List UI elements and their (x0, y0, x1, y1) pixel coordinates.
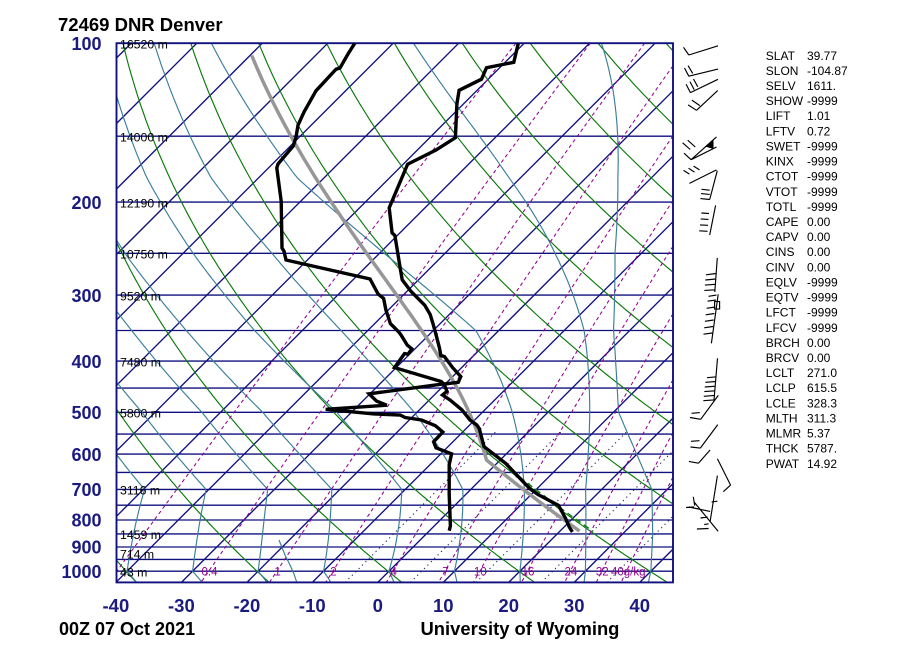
svg-text:5.37: 5.37 (807, 427, 831, 441)
svg-text:328.3: 328.3 (807, 396, 837, 410)
svg-text:KINX: KINX (766, 155, 794, 169)
svg-text:LCLT: LCLT (766, 366, 795, 380)
svg-text:20: 20 (498, 595, 519, 616)
svg-text:LIFT: LIFT (766, 109, 791, 123)
svg-text:72469 DNR Denver: 72469 DNR Denver (58, 14, 223, 35)
svg-text:-40: -40 (103, 595, 130, 616)
svg-text:0: 0 (373, 595, 383, 616)
svg-text:615.5: 615.5 (807, 381, 837, 395)
svg-text:1459 m: 1459 m (120, 528, 161, 542)
svg-text:16: 16 (522, 567, 535, 579)
svg-text:0.00: 0.00 (807, 336, 831, 350)
svg-text:12190 m: 12190 m (120, 196, 168, 210)
svg-text:43 m: 43 m (120, 566, 147, 580)
svg-text:SELV: SELV (766, 79, 796, 93)
svg-text:7: 7 (442, 567, 448, 579)
svg-text:VTOT: VTOT (766, 185, 798, 199)
svg-text:-9999: -9999 (807, 170, 838, 184)
svg-text:1000: 1000 (61, 562, 101, 582)
svg-text:0.4: 0.4 (202, 567, 219, 579)
svg-text:30: 30 (564, 595, 585, 616)
svg-text:3116 m: 3116 m (120, 484, 160, 498)
svg-text:THCK: THCK (766, 442, 799, 456)
svg-text:SLAT: SLAT (766, 49, 796, 63)
svg-text:00Z 07 Oct 2021: 00Z 07 Oct 2021 (59, 619, 195, 639)
svg-text:LCLP: LCLP (766, 381, 796, 395)
svg-text:5787.: 5787. (807, 442, 837, 456)
svg-text:-10: -10 (299, 595, 326, 616)
svg-text:714 m: 714 m (120, 548, 154, 562)
svg-text:-30: -30 (168, 595, 195, 616)
svg-text:311.3: 311.3 (807, 411, 836, 425)
svg-text:-9999: -9999 (807, 321, 838, 335)
svg-text:0.00: 0.00 (807, 351, 831, 365)
svg-text:7480 m: 7480 m (120, 355, 161, 369)
svg-text:0.00: 0.00 (807, 230, 831, 244)
svg-text:CINS: CINS (766, 245, 795, 259)
svg-text:MLTH: MLTH (766, 411, 798, 425)
svg-text:SLON: SLON (766, 64, 799, 78)
svg-text:40: 40 (629, 595, 650, 616)
svg-text:300: 300 (71, 286, 101, 306)
svg-text:100: 100 (71, 34, 101, 54)
svg-text:MLMR: MLMR (766, 427, 802, 441)
svg-text:EQLV: EQLV (766, 276, 797, 290)
svg-text:700: 700 (71, 480, 101, 500)
svg-text:-9999: -9999 (807, 306, 838, 320)
svg-text:10750 m: 10750 m (120, 248, 168, 262)
svg-text:EQTV: EQTV (766, 291, 799, 305)
svg-text:TOTL: TOTL (766, 200, 797, 214)
svg-text:0.72: 0.72 (807, 124, 831, 138)
svg-text:5800 m: 5800 m (120, 407, 161, 421)
svg-text:1611.: 1611. (807, 79, 836, 93)
svg-text:-9999: -9999 (807, 276, 838, 290)
svg-text:1.01: 1.01 (807, 109, 831, 123)
svg-text:40g/kg: 40g/kg (611, 567, 646, 579)
svg-text:-9999: -9999 (807, 155, 838, 169)
svg-text:1: 1 (274, 567, 280, 579)
svg-text:9520 m: 9520 m (120, 289, 161, 303)
svg-text:LFTV: LFTV (766, 124, 795, 138)
svg-text:0.00: 0.00 (807, 215, 831, 229)
svg-text:CAPV: CAPV (766, 230, 799, 244)
svg-text:CTOT: CTOT (766, 170, 799, 184)
svg-text:-9999: -9999 (807, 94, 838, 108)
svg-text:14.92: 14.92 (807, 457, 837, 471)
svg-text:4: 4 (390, 567, 397, 579)
svg-text:271.0: 271.0 (807, 366, 837, 380)
svg-text:2: 2 (330, 567, 336, 579)
svg-text:BRCV: BRCV (766, 351, 799, 365)
svg-text:-9999: -9999 (807, 140, 838, 154)
svg-text:-20: -20 (234, 595, 261, 616)
svg-text:10: 10 (474, 567, 487, 579)
svg-text:-9999: -9999 (807, 200, 838, 214)
svg-text:0.00: 0.00 (807, 260, 831, 274)
svg-text:SHOW: SHOW (766, 94, 804, 108)
svg-text:LFCT: LFCT (766, 306, 797, 320)
svg-text:-9999: -9999 (807, 291, 838, 305)
svg-text:-9999: -9999 (807, 185, 838, 199)
svg-text:University of Wyoming: University of Wyoming (421, 618, 620, 639)
svg-text:800: 800 (71, 511, 101, 531)
svg-text:-104.87: -104.87 (807, 64, 848, 78)
svg-text:0.00: 0.00 (807, 245, 831, 259)
svg-text:24: 24 (565, 567, 578, 579)
svg-text:500: 500 (71, 403, 101, 423)
svg-text:10: 10 (433, 595, 454, 616)
svg-text:LCLE: LCLE (766, 396, 796, 410)
svg-text:32: 32 (596, 567, 609, 579)
svg-text:900: 900 (71, 538, 101, 558)
svg-text:PWAT: PWAT (766, 457, 800, 471)
svg-text:200: 200 (71, 193, 101, 213)
svg-text:CINV: CINV (766, 260, 795, 274)
svg-text:LFCV: LFCV (766, 321, 797, 335)
svg-text:16520 m: 16520 m (120, 38, 168, 52)
svg-text:14000 m: 14000 m (120, 131, 168, 145)
svg-text:600: 600 (71, 445, 101, 465)
svg-text:SWET: SWET (766, 140, 801, 154)
svg-text:400: 400 (71, 352, 101, 372)
svg-text:39.77: 39.77 (807, 49, 837, 63)
svg-text:CAPE: CAPE (766, 215, 799, 229)
svg-text:BRCH: BRCH (766, 336, 800, 350)
